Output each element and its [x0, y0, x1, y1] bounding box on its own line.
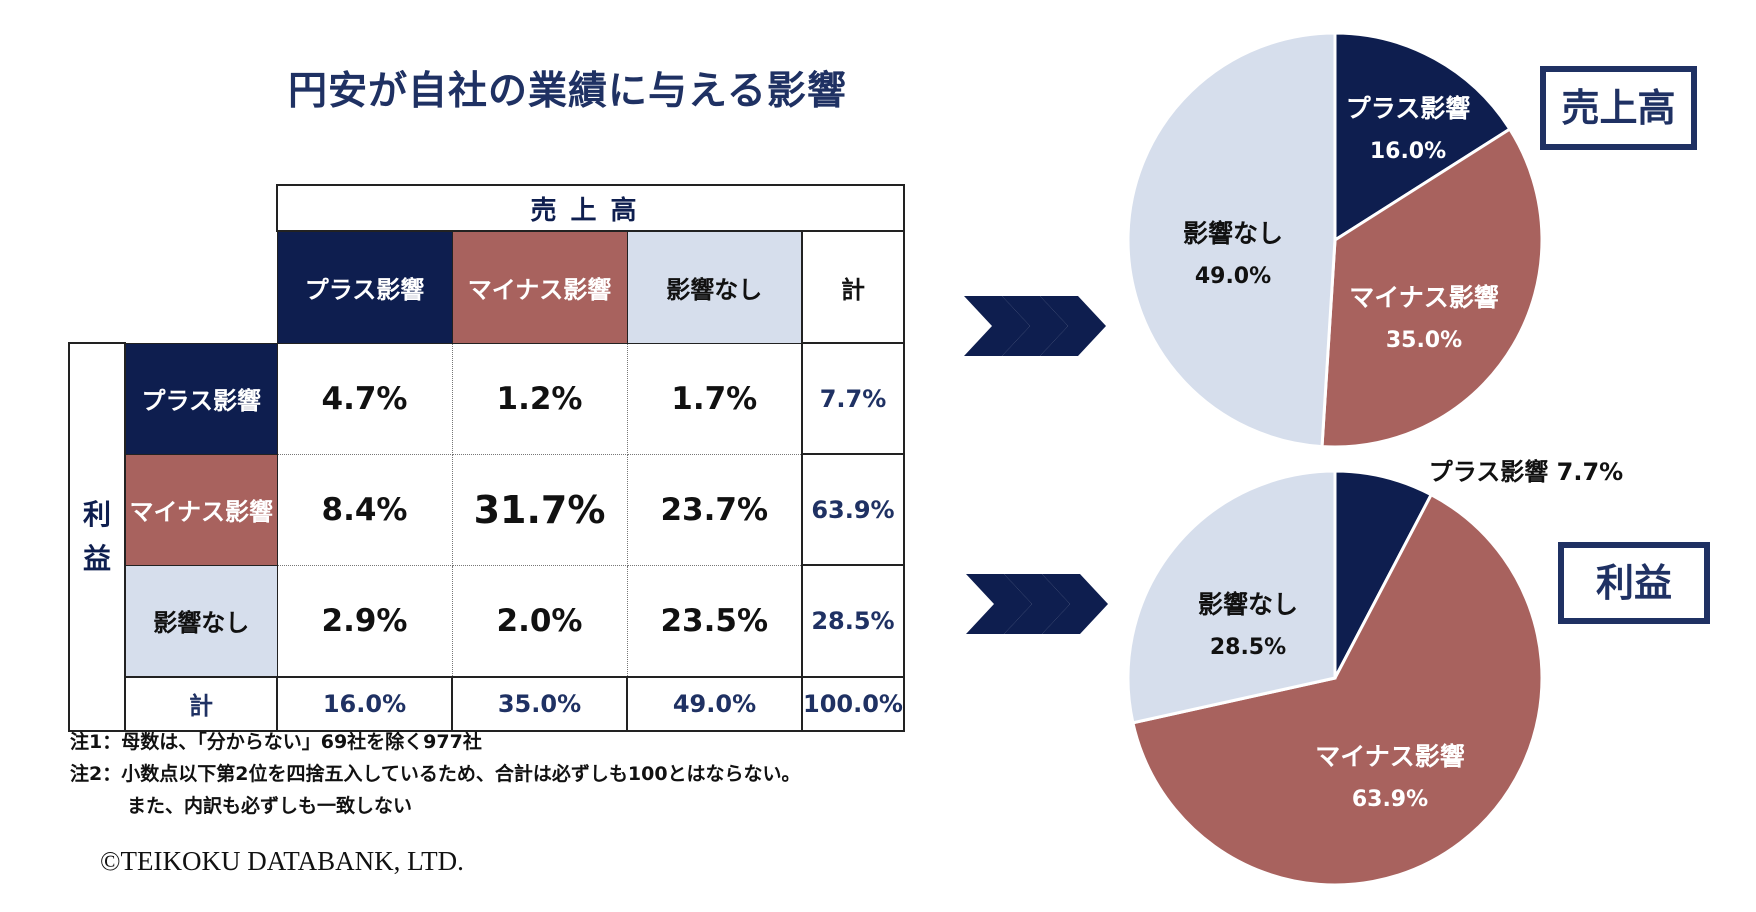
slice-category-label: 影響なし [1183, 219, 1283, 248]
page-title: 円安が自社の業績に与える影響 [288, 69, 847, 114]
slice-label: プラス影響 7.7% [1429, 458, 1623, 486]
col-header-none: 影響なし [626, 230, 803, 344]
note-3: また、内訳も必ずしも一致しない [70, 795, 413, 817]
table-cell-highlight: 31.7% [451, 453, 628, 566]
table-cell: 2.0% [451, 564, 628, 677]
row-total: 63.9% [801, 453, 905, 566]
total-row-label: 計 [124, 675, 278, 732]
pie-chart-sales: プラス影響 16.0% マイナス影響 35.0% 影響なし 49.0% [1126, 31, 1544, 449]
chevron-arrow-icon [966, 574, 1032, 634]
chevron-arrow-icon [964, 296, 1030, 356]
row-total: 7.7% [801, 342, 905, 455]
slice-value-label: 35.0% [1386, 328, 1462, 353]
chevron-arrow-icon [1004, 574, 1070, 634]
table-cell: 23.7% [626, 453, 803, 566]
slice-value-label: 63.9% [1352, 787, 1428, 812]
table-cell: 1.2% [451, 342, 628, 455]
row-total: 28.5% [801, 564, 905, 678]
table-cell: 4.7% [276, 342, 453, 455]
column-total: 49.0% [626, 675, 803, 732]
slice-category-label: プラス影響 [1346, 94, 1471, 123]
chart-title-sales: 売上高 [1540, 66, 1697, 150]
table-top-header: 売上高 [276, 184, 905, 232]
note-2: 注2：小数点以下第2位を四捨五入しているため、合計は必ずしも100とはならない。 [70, 763, 801, 785]
pie-slice [1126, 469, 1337, 725]
cross-table: 売上高 プラス影響 マイナス影響 影響なし 計 利益 プラス影響 4.7% 1.… [68, 184, 905, 732]
arrow-icons [964, 296, 1108, 634]
pie-slice [1126, 31, 1337, 449]
chevron-arrow-icon [1002, 296, 1068, 356]
column-total: 16.0% [276, 675, 453, 732]
slice-value-label: 49.0% [1195, 264, 1271, 289]
row-header-plus: プラス影響 [124, 342, 278, 455]
chevron-arrow-icon [1042, 574, 1108, 634]
copyright: ©TEIKOKU DATABANK, LTD. [100, 846, 464, 876]
chevron-arrow-icon [1040, 296, 1106, 356]
table-cell: 23.5% [626, 564, 803, 677]
pie-slice [1320, 127, 1544, 449]
note-1: 注1：母数は、「分からない」69社を除く977社 [70, 731, 482, 753]
table-cell: 8.4% [276, 453, 453, 566]
notes: 注1：母数は、「分からない」69社を除く977社 注2：小数点以下第2位を四捨五… [70, 726, 801, 822]
side-header-label: 利益 [82, 497, 111, 575]
chart-title-profit: 利益 [1558, 542, 1710, 624]
row-header-minus: マイナス影響 [124, 453, 278, 566]
side-header: 利益 [68, 342, 126, 732]
pie-slice [1131, 492, 1544, 887]
row-header-none: 影響なし [124, 564, 278, 677]
slice-category-label: マイナス影響 [1315, 742, 1465, 771]
grand-total: 100.0% [801, 675, 905, 732]
slice-value-label: 16.0% [1370, 139, 1446, 164]
column-total: 35.0% [451, 675, 628, 732]
slice-value-label: 28.5% [1210, 635, 1286, 660]
pie-slice [1333, 469, 1434, 679]
pie-slice [1333, 31, 1512, 243]
slice-category-label: マイナス影響 [1349, 283, 1499, 312]
col-header-total: 計 [801, 230, 905, 344]
slice-category-label: 影響なし [1198, 590, 1298, 619]
pie-chart-profit: プラス影響 7.7% マイナス影響 63.9% 影響なし 28.5% [1126, 458, 1623, 887]
